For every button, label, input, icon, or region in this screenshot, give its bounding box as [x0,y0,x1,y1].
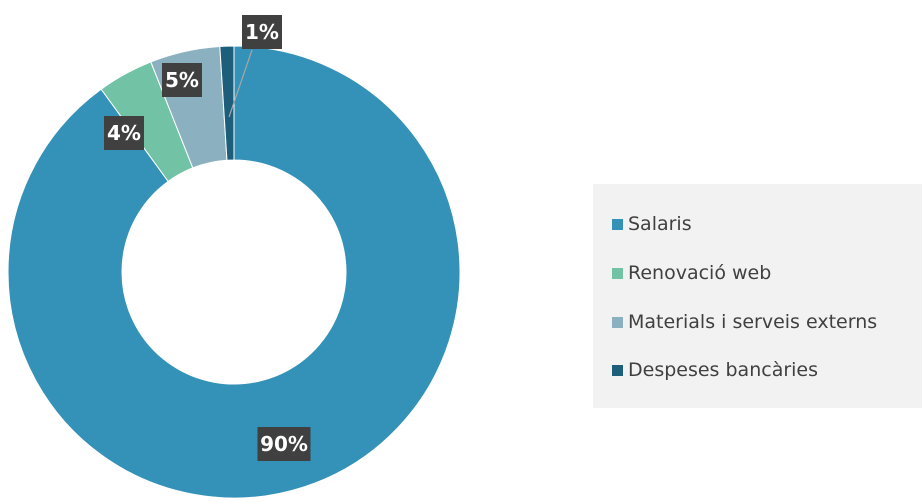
legend-swatch-despeses [612,364,623,376]
legend-swatch-materials [612,316,623,328]
data-labels: 90% 4% 5% 1% [104,15,311,461]
legend-item-renovacio-web: Renovació web [612,262,772,284]
legend: Salaris Renovació web Materials i servei… [593,184,922,408]
legend-label-despeses: Despeses bancàries [628,359,819,381]
slice-despeses-banc-ries [219,45,235,161]
leader-line-1-percent [228,49,253,118]
legend-swatch-salaris [612,218,623,230]
data-label-4-percent: 4% [104,116,144,150]
data-label-90-percent: 90% [257,427,311,461]
svg-text:4%: 4% [107,121,141,145]
svg-text:1%: 1% [245,20,279,44]
donut-slices [7,45,461,499]
legend-swatch-renovacio-web [612,267,623,279]
legend-item-salaris: Salaris [612,213,692,235]
legend-item-despeses: Despeses bancàries [612,359,819,381]
leader-lines [228,49,253,118]
data-label-5-percent: 5% [162,63,202,97]
svg-text:5%: 5% [165,68,199,92]
legend-item-materials: Materials i serveis externs [612,311,878,333]
data-label-1-percent: 1% [242,15,282,49]
legend-label-salaris: Salaris [628,213,692,235]
svg-text:90%: 90% [260,432,308,456]
legend-label-materials: Materials i serveis externs [628,311,878,333]
slice-salaris [7,45,461,499]
legend-label-renovacio-web: Renovació web [628,262,772,284]
